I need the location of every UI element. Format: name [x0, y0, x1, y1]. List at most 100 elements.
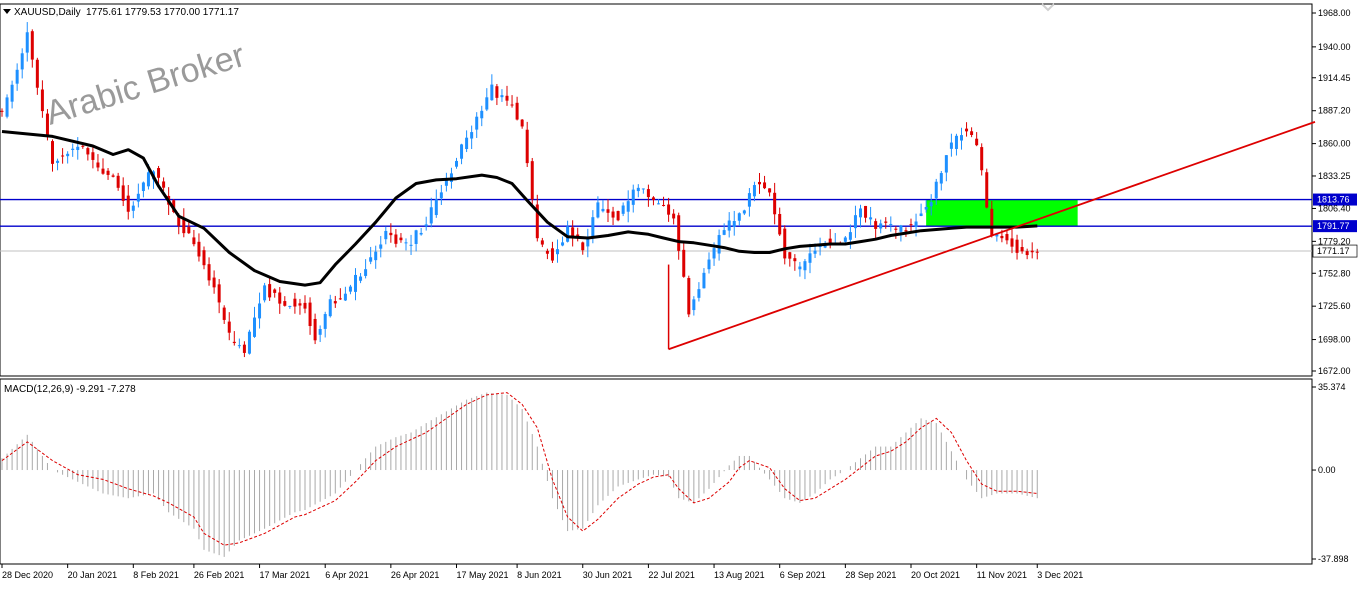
- bullish-candle: [960, 135, 963, 141]
- resistance-zone: [926, 199, 1078, 227]
- bearish-candle: [101, 168, 105, 174]
- bearish-candle: [1015, 239, 1019, 253]
- bullish-candle: [146, 172, 150, 187]
- macd-axis: 35.374 0.00 -37.898: [1312, 382, 1349, 564]
- bullish-candle: [141, 182, 145, 192]
- macd-y-tick-label: 35.374: [1318, 382, 1346, 392]
- bearish-candle: [682, 249, 686, 277]
- bullish-candle: [20, 53, 24, 70]
- bearish-candle: [399, 237, 403, 241]
- x-tick-label: 13 Aug 2021: [714, 570, 765, 580]
- ohlc-values: 1775.61 1779.53 1770.00 1771.17: [86, 7, 239, 18]
- bearish-candle: [662, 204, 666, 206]
- y-tick-label: 1725.60: [1318, 301, 1351, 311]
- macd-indicator: [1, 392, 1038, 557]
- macd-y-tick-label: -37.898: [1318, 554, 1349, 564]
- bearish-candle: [495, 86, 499, 98]
- bearish-candle: [571, 227, 575, 237]
- bullish-candle: [919, 213, 923, 216]
- bearish-candle: [187, 226, 191, 234]
- horizontal-levels: 1813.76 1791.77 1771.17: [0, 193, 1358, 258]
- bullish-candle: [899, 225, 903, 232]
- bullish-candle: [869, 217, 873, 220]
- bullish-candle: [924, 206, 928, 210]
- y-tick-label: 1779.20: [1318, 236, 1351, 246]
- bearish-candle: [197, 241, 201, 257]
- bearish-candle: [293, 298, 297, 307]
- bearish-candle: [207, 264, 211, 281]
- bullish-candle: [374, 251, 378, 261]
- bearish-candle: [116, 175, 120, 188]
- bullish-candle: [500, 95, 504, 98]
- bearish-candle: [283, 301, 287, 306]
- moving-average-line: [1, 130, 1038, 287]
- bearish-candle: [651, 197, 655, 201]
- bullish-candle: [359, 276, 363, 281]
- bullish-candle: [631, 189, 635, 205]
- bearish-candle: [1010, 238, 1014, 247]
- bearish-candle: [646, 189, 650, 198]
- bullish-candle: [561, 242, 565, 246]
- bearish-candle: [394, 234, 398, 244]
- bullish-candle: [702, 272, 706, 289]
- y-tick-label: 1860.00: [1318, 139, 1351, 149]
- bearish-candle: [162, 181, 166, 188]
- bearish-candle: [980, 147, 984, 171]
- bearish-candle: [126, 195, 130, 212]
- bullish-candle: [596, 202, 600, 218]
- bearish-candle: [505, 95, 509, 101]
- bearish-candle: [773, 192, 777, 215]
- bearish-candle: [904, 230, 908, 232]
- bullish-candle: [692, 299, 696, 311]
- bearish-candle: [520, 119, 524, 127]
- x-tick-label: 30 Jun 2021: [583, 570, 633, 580]
- bearish-candle: [212, 277, 216, 288]
- bullish-candle: [641, 188, 645, 190]
- level-price-badge: [1313, 193, 1357, 206]
- bearish-candle: [758, 181, 761, 185]
- bullish-candle: [56, 160, 60, 163]
- bearish-candle: [616, 211, 620, 221]
- bullish-candle: [657, 203, 660, 205]
- bullish-candle: [444, 179, 448, 186]
- bullish-candle: [636, 187, 640, 192]
- bullish-candle: [732, 221, 736, 228]
- bullish-candle: [808, 253, 812, 263]
- bullish-candle: [419, 232, 423, 235]
- bullish-candle: [949, 142, 953, 149]
- bearish-candle: [303, 302, 307, 309]
- bearish-candle: [970, 131, 974, 135]
- bullish-candle: [939, 173, 943, 184]
- x-tick-label: 20 Oct 2021: [911, 570, 960, 580]
- time-axis: 28 Dec 2020 20 Jan 2021 8 Feb 2021 26 Feb 2…: [1, 564, 1083, 580]
- bearish-candle: [778, 213, 782, 235]
- bullish-candle: [843, 237, 847, 242]
- bearish-candle: [611, 211, 615, 218]
- bearish-candle: [763, 182, 767, 189]
- candlesticks: [0, 22, 1039, 358]
- x-tick-label: 11 Nov 2021: [977, 570, 1027, 580]
- x-tick-label: 28 Dec 2020: [2, 570, 53, 580]
- bullish-candle: [995, 233, 999, 237]
- collapse-triangle-icon[interactable]: [3, 9, 11, 14]
- bearish-candle: [333, 301, 337, 304]
- bearish-candle: [111, 175, 115, 177]
- bullish-candle: [384, 230, 388, 240]
- x-tick-label: 8 Jun 2021: [517, 570, 562, 580]
- bearish-candle: [667, 204, 671, 215]
- bearish-candle: [0, 110, 4, 112]
- bearish-candle: [894, 228, 898, 230]
- macd-y-tick-label: 0.00: [1318, 465, 1336, 475]
- current-price-badge: [1312, 244, 1358, 258]
- bullish-candle: [364, 269, 368, 276]
- y-tick-label: 1752.80: [1318, 268, 1351, 278]
- y-tick-label: 1806.40: [1318, 203, 1351, 213]
- bearish-candle: [157, 168, 161, 178]
- bearish-candle: [217, 284, 221, 303]
- bearish-candle: [783, 228, 787, 259]
- bullish-candle: [318, 328, 322, 335]
- bearish-candle: [545, 250, 549, 254]
- bullish-candle: [465, 137, 469, 150]
- x-tick-label: 8 Feb 2021: [133, 570, 179, 580]
